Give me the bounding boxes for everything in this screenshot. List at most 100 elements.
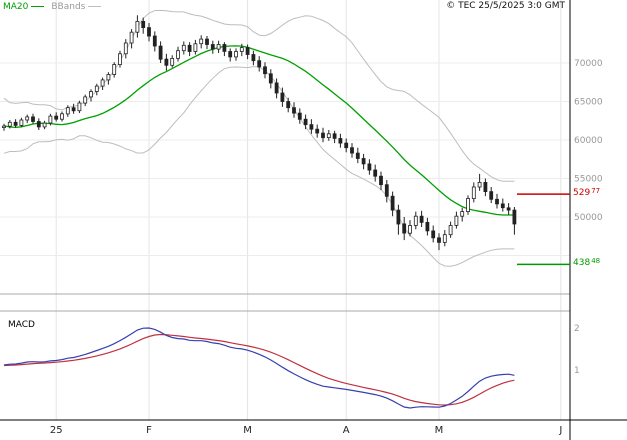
- resistance-price-main: 529: [573, 188, 591, 198]
- support-price-main: 438: [573, 258, 591, 268]
- candle-body: [31, 116, 35, 122]
- candle-body: [413, 215, 418, 226]
- candle-body: [280, 92, 285, 102]
- candle-body: [367, 163, 372, 171]
- resistance-price-decimals: 77: [591, 187, 601, 195]
- candle-body: [83, 96, 88, 104]
- candle-body: [152, 35, 157, 47]
- candle-body: [135, 20, 140, 33]
- candle-body: [396, 209, 401, 225]
- candle-body: [355, 152, 360, 159]
- candle-body: [384, 184, 389, 197]
- x-axis-month-label: F: [146, 425, 152, 436]
- candle-body: [489, 191, 494, 200]
- candle-body: [25, 116, 30, 121]
- candle-body: [425, 221, 430, 232]
- y-axis-price-label: 60000: [574, 136, 603, 146]
- candle-body: [210, 44, 215, 50]
- candle-body: [506, 207, 511, 211]
- macd-line: [3, 327, 515, 409]
- bbands-line-sample: [88, 6, 102, 7]
- candle-body: [309, 124, 314, 130]
- candle-body: [234, 51, 238, 58]
- candle-body: [419, 215, 424, 223]
- candle-body: [338, 138, 343, 144]
- candle-body: [77, 102, 82, 112]
- candle-body: [477, 181, 482, 188]
- candle-body: [54, 115, 59, 120]
- x-axis-month-label: 25: [50, 425, 63, 436]
- candle-body: [332, 133, 337, 139]
- y-axis-price-label: 50000: [574, 213, 603, 223]
- candle-body: [147, 27, 151, 37]
- candle-body: [263, 66, 267, 75]
- candle-body: [7, 121, 12, 127]
- candle-body: [466, 198, 470, 213]
- candle-body: [216, 44, 221, 50]
- candle-body: [454, 215, 459, 226]
- candle-body: [512, 209, 517, 225]
- macd-axis-tick-upper: 2: [574, 324, 580, 334]
- candle-body: [106, 74, 111, 81]
- candle-body: [13, 121, 18, 126]
- candle-body: [164, 58, 169, 66]
- candle-body: [112, 64, 117, 75]
- candle-body: [71, 107, 76, 112]
- ma20-line-sample: [31, 6, 45, 7]
- copyright-text: © TEC 25/5/2025 3:0 GMT: [446, 1, 565, 11]
- x-axis-month-label: A: [343, 425, 350, 436]
- candle-body: [268, 73, 273, 84]
- candle-body: [326, 133, 331, 139]
- candle-body: [176, 50, 180, 59]
- candle-body: [222, 44, 227, 52]
- candle-body: [100, 79, 105, 87]
- candle-body: [379, 175, 383, 186]
- candle-body: [274, 82, 279, 94]
- y-axis-price-label: 55000: [574, 175, 603, 185]
- candle-body: [89, 91, 93, 98]
- candle-body: [483, 181, 488, 192]
- candle-body: [350, 147, 354, 154]
- candle-body: [118, 53, 122, 65]
- y-axis-price-label: 65000: [574, 98, 603, 108]
- candle-body: [344, 142, 349, 149]
- candle-body: [2, 125, 6, 128]
- candle-body: [42, 122, 47, 128]
- ma20-legend-label: MA20: [3, 2, 29, 12]
- candle-body: [373, 169, 378, 177]
- candle-body: [94, 85, 99, 92]
- candle-body: [141, 20, 146, 28]
- macd-panel-title: MACD: [8, 320, 35, 330]
- x-axis-month-label: M: [435, 425, 444, 436]
- candle-body: [431, 230, 436, 239]
- macd-axis-tick-lower: 1: [574, 366, 580, 376]
- candle-body: [292, 107, 296, 114]
- chart-legend: MA20 BBands: [3, 1, 108, 13]
- candle-body: [228, 51, 233, 58]
- ma20-line: [3, 45, 515, 216]
- candle-body: [471, 186, 476, 200]
- candle-body: [123, 42, 128, 55]
- y-axis-price-label: 70000: [574, 59, 603, 69]
- x-axis-month-label: J: [558, 425, 562, 436]
- candle-body: [442, 234, 447, 243]
- candle-body: [321, 132, 325, 139]
- candle-body: [251, 54, 256, 62]
- candle-body: [390, 195, 395, 211]
- candle-body: [60, 113, 64, 120]
- bollinger-upper-line: [3, 9, 515, 182]
- candle-body: [408, 225, 412, 234]
- candle-body: [361, 158, 366, 165]
- candle-body: [402, 223, 407, 234]
- bollinger-lower-line: [3, 66, 515, 267]
- candle-body: [199, 38, 204, 45]
- candle-body: [460, 211, 465, 217]
- candle-body: [239, 47, 244, 52]
- x-axis-month-label: M: [243, 425, 252, 436]
- candle-body: [65, 107, 70, 115]
- candle-body: [36, 121, 41, 128]
- candle-body: [297, 112, 302, 120]
- candle-body: [286, 101, 291, 109]
